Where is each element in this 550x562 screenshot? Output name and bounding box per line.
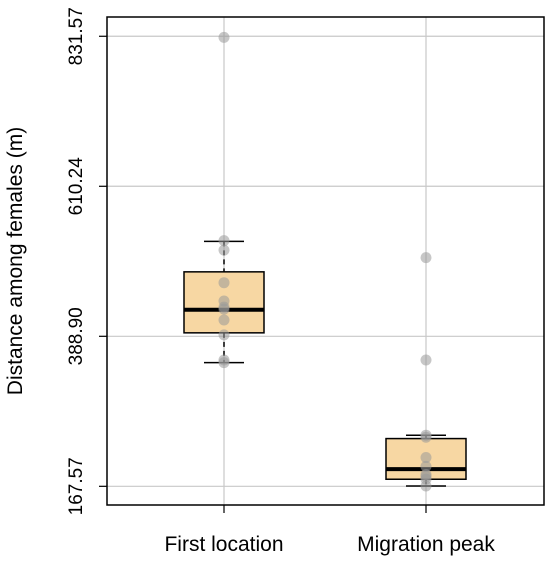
x-tick-label: Migration peak <box>357 533 495 556</box>
data-point <box>420 452 432 464</box>
data-point <box>218 314 230 326</box>
data-point <box>218 329 230 341</box>
data-point <box>420 252 432 264</box>
y-axis: 167.57 388.90 610.24 831.57 First location Mi… <box>66 7 495 556</box>
y-tick-label: 388.90 <box>66 307 87 365</box>
data-point <box>420 354 432 366</box>
box-group <box>385 252 467 492</box>
data-point <box>420 460 432 472</box>
data-point <box>420 480 432 492</box>
y-tick-label: 610.24 <box>66 157 87 216</box>
y-tick-label: 167.57 <box>66 457 87 515</box>
data-point <box>218 277 230 289</box>
data-point <box>218 244 230 256</box>
data-point <box>218 357 230 369</box>
grid <box>107 17 544 505</box>
y-axis-title: Distance among females (m) <box>4 127 27 395</box>
x-tick-label: First location <box>164 533 283 556</box>
y-tick-label: 831.57 <box>66 7 87 65</box>
data-point <box>218 31 230 43</box>
data-point <box>218 235 230 247</box>
plot-frame <box>106 16 545 506</box>
data-point <box>218 303 230 315</box>
box-group <box>183 31 265 369</box>
data-point <box>420 431 432 443</box>
plot-area <box>183 31 467 492</box>
